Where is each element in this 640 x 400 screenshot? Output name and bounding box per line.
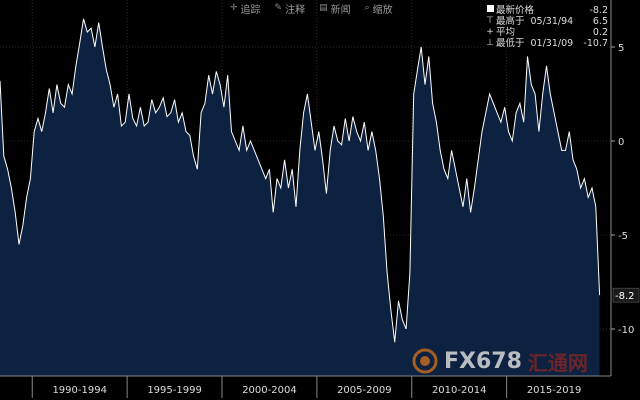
x-tick-label: 2015-2019 <box>527 385 582 396</box>
stats-legend: 最新价格 -8.2 ⊤ 最高于 05/31/94 6.5 + 平均 0.2 ⊥ … <box>484 5 608 49</box>
series-area <box>0 18 601 377</box>
x-axis: 1990-1994 1995-1999 2000-2004 2005-2009 2010… <box>0 375 611 398</box>
legend-high: ⊤ 最高于 05/31/94 6.5 <box>484 16 608 27</box>
legend-last: 最新价格 -8.2 <box>484 5 608 16</box>
chart-toolbar: ✛ 追踪 ✎ 注释 ▤ 新闻 ⌕ 缩放 <box>230 1 393 16</box>
series-line <box>0 18 601 343</box>
track-button[interactable]: ✛ 追踪 <box>230 1 261 16</box>
annotate-button[interactable]: ✎ 注释 <box>274 1 306 16</box>
zoom-button[interactable]: ⌕ 缩放 <box>364 1 393 16</box>
high-marker-icon: ⊤ <box>486 16 494 26</box>
y-tick-label: 5 <box>618 43 624 54</box>
legend-avg-value: 0.2 <box>592 27 608 38</box>
x-tick-label: 2005-2009 <box>337 385 392 396</box>
legend-low-date: 01/31/09 <box>530 38 574 49</box>
legend-avg: + 平均 0.2 <box>484 27 608 38</box>
y-tick-label: 0 <box>618 137 624 148</box>
x-tick-label: 1990-1994 <box>52 385 107 396</box>
last-value-tag: -8.2 <box>612 287 640 303</box>
last-value-box <box>612 287 640 303</box>
legend-low: ⊥ 最低于 01/31/09 -10.7 <box>484 38 608 49</box>
legend-last-value: -8.2 <box>589 5 608 16</box>
x-tick-label: 1995-1999 <box>147 385 202 396</box>
news-label: 新闻 <box>330 4 351 16</box>
y-axis: 5 0 -5 -10 <box>610 0 634 376</box>
plus-icon: ✛ <box>230 3 238 13</box>
zoom-icon: ⌕ <box>364 3 370 13</box>
legend-high-label: 最高于 <box>496 16 525 27</box>
watermark-text-cn: 汇通网 <box>527 350 588 375</box>
average-marker-icon: + <box>486 27 494 37</box>
annotate-label: 注释 <box>285 4 306 16</box>
legend-avg-label: 平均 <box>496 27 516 38</box>
legend-high-date: 05/31/94 <box>530 16 574 27</box>
legend-high-value: 6.5 <box>592 16 608 27</box>
y-tick-label: -10 <box>618 325 634 336</box>
track-label: 追踪 <box>240 4 261 16</box>
square-icon <box>484 5 496 16</box>
area-fill <box>0 18 600 377</box>
watermark-text: FX678 <box>444 348 522 374</box>
watermark: FX678 汇通网 <box>412 346 588 376</box>
legend-last-label: 最新价格 <box>496 5 535 16</box>
legend-low-value: -10.7 <box>583 38 608 49</box>
zoom-label: 缩放 <box>372 4 393 16</box>
news-button[interactable]: ▤ 新闻 <box>319 1 351 16</box>
news-icon: ▤ <box>319 3 328 13</box>
x-tick-label: 2000-2004 <box>242 385 297 396</box>
low-marker-icon: ⊥ <box>486 38 494 48</box>
fx678-logo-icon <box>412 348 438 374</box>
last-value-label: -8.2 <box>615 291 635 302</box>
pencil-icon: ✎ <box>274 3 283 13</box>
legend-low-label: 最低于 <box>496 38 525 49</box>
x-tick-label: 2010-2014 <box>432 385 487 396</box>
y-tick-label: -5 <box>618 231 628 242</box>
